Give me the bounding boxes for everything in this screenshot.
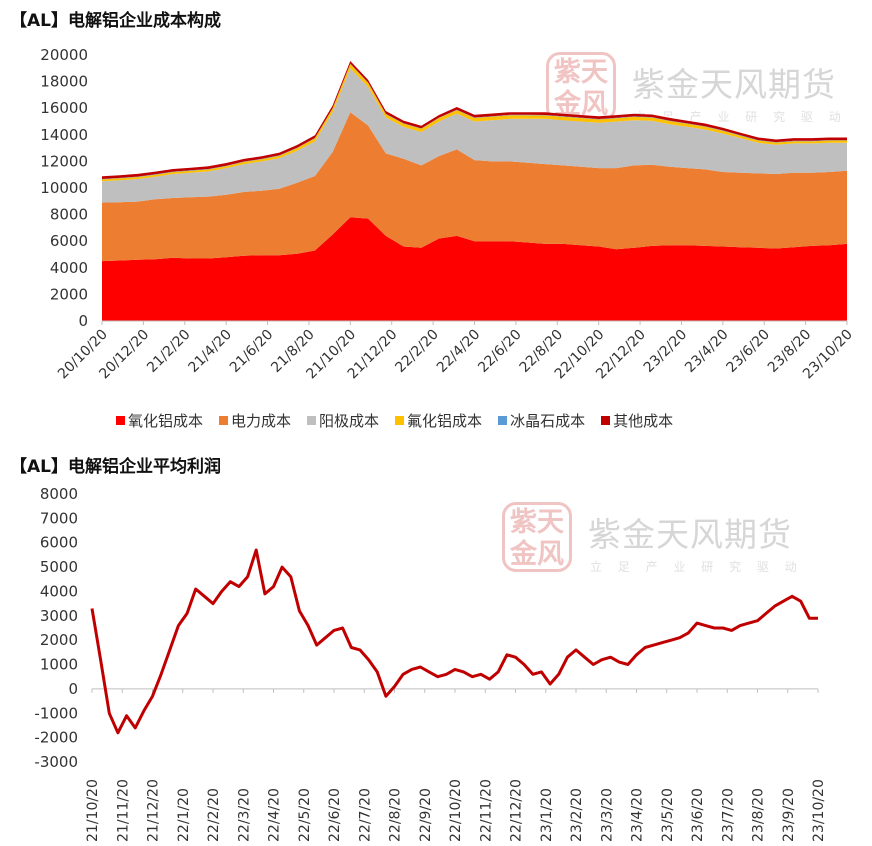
x-tick-label: 23/4/20 <box>630 788 646 842</box>
x-tick-label: 22/4/20 <box>267 788 283 842</box>
x-tick-label: 22/1/20 <box>176 788 192 842</box>
legend-label: 氟化铝成本 <box>407 412 483 430</box>
y-tick-label: 6000 <box>40 534 78 552</box>
legend-swatch <box>116 416 125 425</box>
x-tick-label: 23/7/20 <box>720 788 736 842</box>
x-tick-label: 23/5/20 <box>660 788 676 842</box>
watermark-seal-logo: 紫天 金风 <box>502 502 572 572</box>
y-tick-label: 14000 <box>40 126 88 144</box>
x-tick-label: 22/12/20 <box>509 779 525 842</box>
x-tick-label: 23/6/20 <box>724 327 773 376</box>
legend-label: 阳极成本 <box>319 412 380 430</box>
y-tick-label: 0 <box>78 312 88 330</box>
area-series-0 <box>102 217 847 321</box>
y-tick-label: 5000 <box>40 558 78 576</box>
legend-swatch <box>395 416 405 425</box>
x-tick-label: 23/8/20 <box>751 788 767 842</box>
legend-swatch <box>307 416 317 425</box>
x-tick-label: 23/4/20 <box>682 327 731 376</box>
x-tick-label: 22/10/20 <box>448 779 464 842</box>
y-tick-label: 4000 <box>50 259 88 277</box>
x-tick-label: 22/7/20 <box>357 788 373 842</box>
x-tick-label: 21/2/20 <box>144 327 193 376</box>
y-tick-label: 10000 <box>40 179 88 197</box>
legend-label: 其他成本 <box>613 412 674 430</box>
x-tick-label: 22/6/20 <box>327 788 343 842</box>
x-tick-label: 23/1/20 <box>539 788 555 842</box>
y-tick-label: 3000 <box>40 607 78 625</box>
y-tick-label: 8000 <box>50 206 88 224</box>
profit-series-line <box>90 548 818 735</box>
legend-label: 冰晶石成本 <box>510 412 586 430</box>
chart-title-cost: 【AL】电解铝企业成本构成 <box>10 11 221 31</box>
legend-label: 氧化铝成本 <box>128 412 204 430</box>
x-tick-label: 21/6/20 <box>227 327 276 376</box>
y-tick-label: 16000 <box>40 99 88 117</box>
x-tick-label: 23/9/20 <box>781 788 797 842</box>
y-tick-label: 7000 <box>40 509 78 527</box>
y-tick-label: 0 <box>68 680 78 698</box>
y-tick-label: -3000 <box>34 753 78 771</box>
y-tick-label: 2000 <box>40 631 78 649</box>
x-tick-label: 22/6/20 <box>475 327 524 376</box>
x-tick-label: 23/2/20 <box>641 327 690 376</box>
legend-item-2: 阳极成本 <box>307 410 379 431</box>
x-tick-label: 22/9/20 <box>418 788 434 842</box>
legend-swatch <box>219 416 229 425</box>
x-tick-label: 22/4/20 <box>434 327 483 376</box>
profit-line-chart: -3000 -2000 -1000 0 1000 2000 3000 4000 5000 6000… <box>34 485 827 842</box>
legend-label: 电力成本 <box>231 412 292 430</box>
y-tick-label: 4000 <box>40 582 78 600</box>
area-series-3 <box>102 64 847 182</box>
x-tick-label: 22/2/20 <box>206 788 222 842</box>
y-tick-label: 2000 <box>50 285 88 303</box>
legend-swatch <box>498 416 508 425</box>
x-tick-label: 22/11/20 <box>478 779 494 842</box>
watermark-brand: 紫金天风期货 <box>632 65 836 104</box>
chart-title-profit: 【AL】电解铝企业平均利润 <box>10 457 221 477</box>
x-tick-label: 22/5/20 <box>297 788 313 842</box>
cost-legend: 氧化铝成本 电力成本 阳极成本 氟化铝成本 冰晶石成本 其他成本 <box>116 410 689 431</box>
legend-item-3: 氟化铝成本 <box>395 410 482 431</box>
legend-swatch <box>601 416 611 425</box>
legend-item-5: 其他成本 <box>601 410 673 431</box>
x-tick-label: 22/8/20 <box>388 788 404 842</box>
area-series-1 <box>102 112 847 262</box>
y-tick-label: 8000 <box>40 485 78 503</box>
area-series-2 <box>102 68 847 203</box>
x-tick-label: 22/2/20 <box>392 327 441 376</box>
y-tick-label: -2000 <box>34 729 78 747</box>
y-tick-label: -1000 <box>34 704 78 722</box>
y-tick-label: 20000 <box>40 46 88 64</box>
y-tick-label: 12000 <box>40 152 88 170</box>
x-tick-label: 21/11/20 <box>115 779 131 842</box>
x-tick-label: 23/10/20 <box>811 779 827 842</box>
x-tick-label: 23/3/20 <box>599 788 615 842</box>
y-tick-label: 1000 <box>40 656 78 674</box>
legend-item-1: 电力成本 <box>219 410 291 431</box>
x-tick-label: 22/3/20 <box>236 788 252 842</box>
x-tick-label: 23/2/20 <box>569 788 585 842</box>
y-tick-label: 6000 <box>50 232 88 250</box>
area-series-5 <box>102 61 847 179</box>
legend-item-4: 冰晶石成本 <box>498 410 585 431</box>
cost-stacked-area-chart: 0 2000 4000 6000 8000 10000 12000 14000 16000 180… <box>40 46 856 382</box>
x-tick-label: 21/4/20 <box>186 327 235 376</box>
x-tick-label: 21/12/20 <box>146 779 162 842</box>
legend-item-0: 氧化铝成本 <box>116 410 203 431</box>
watermark-brand: 紫金天风期货 <box>588 515 792 554</box>
y-tick-label: 18000 <box>40 73 88 91</box>
x-tick-label: 21/10/20 <box>85 779 101 842</box>
x-tick-label: 23/6/20 <box>690 788 706 842</box>
watermark-slogan: 立 足 产 业 研 究 驱 动 <box>590 560 803 574</box>
